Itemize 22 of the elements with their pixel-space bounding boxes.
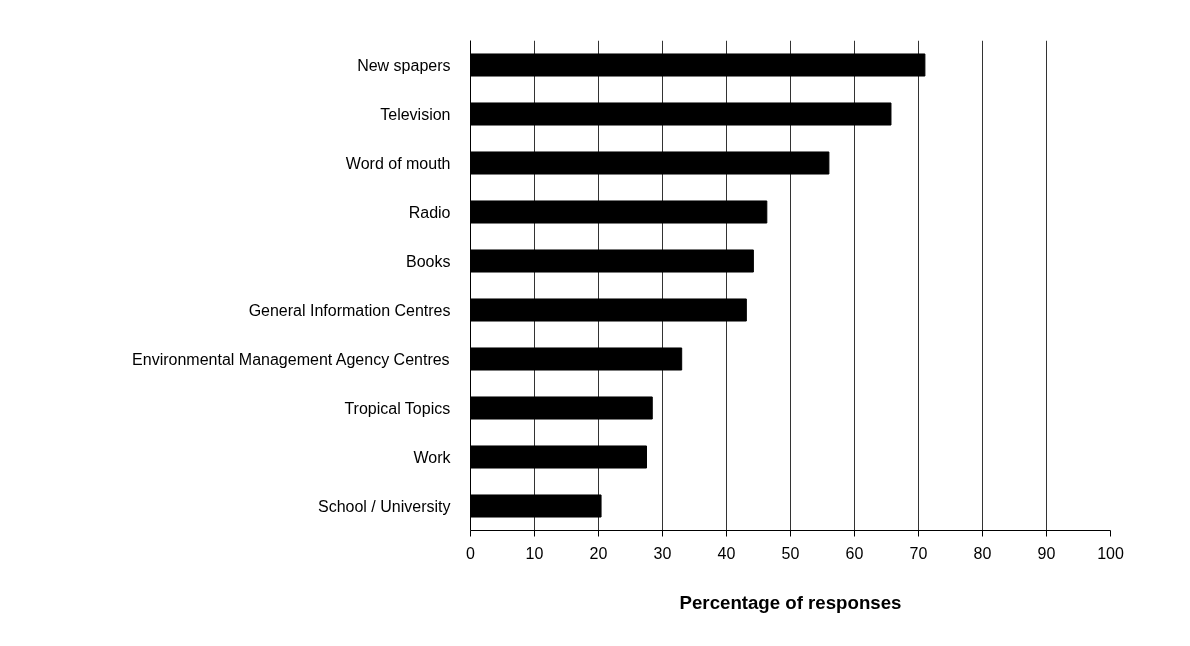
y-tick-label: Word of mouth [345, 154, 451, 172]
x-tick-label: 30 [653, 544, 672, 562]
y-tick-label: Tropical Topics [344, 399, 451, 417]
x-tick-label: 50 [781, 544, 800, 562]
y-tick-label: Books [406, 252, 451, 270]
y-tick-label: Radio [408, 203, 451, 221]
x-tick-label: 0 [466, 544, 476, 562]
x-tick-label: 60 [845, 544, 864, 562]
y-tick-label: General Information Centres [248, 301, 451, 319]
x-axis-title: Percentage of responses [679, 591, 902, 613]
y-tick-label: Television [380, 105, 451, 123]
x-tick-label: 10 [525, 544, 544, 562]
x-tick-label: 90 [1037, 544, 1056, 562]
x-tick-label: 40 [717, 544, 736, 562]
x-tick-label: 70 [909, 544, 928, 562]
x-tick-label: 100 [1097, 544, 1124, 562]
y-tick-label: School / University [318, 497, 451, 515]
x-tick-label: 20 [589, 544, 608, 562]
y-tick-label: Environmental Management Agency Centres [132, 350, 450, 368]
y-tick-label: New spapers [357, 56, 451, 74]
x-tick-label: 80 [973, 544, 992, 562]
y-tick-label: Work [413, 448, 452, 466]
